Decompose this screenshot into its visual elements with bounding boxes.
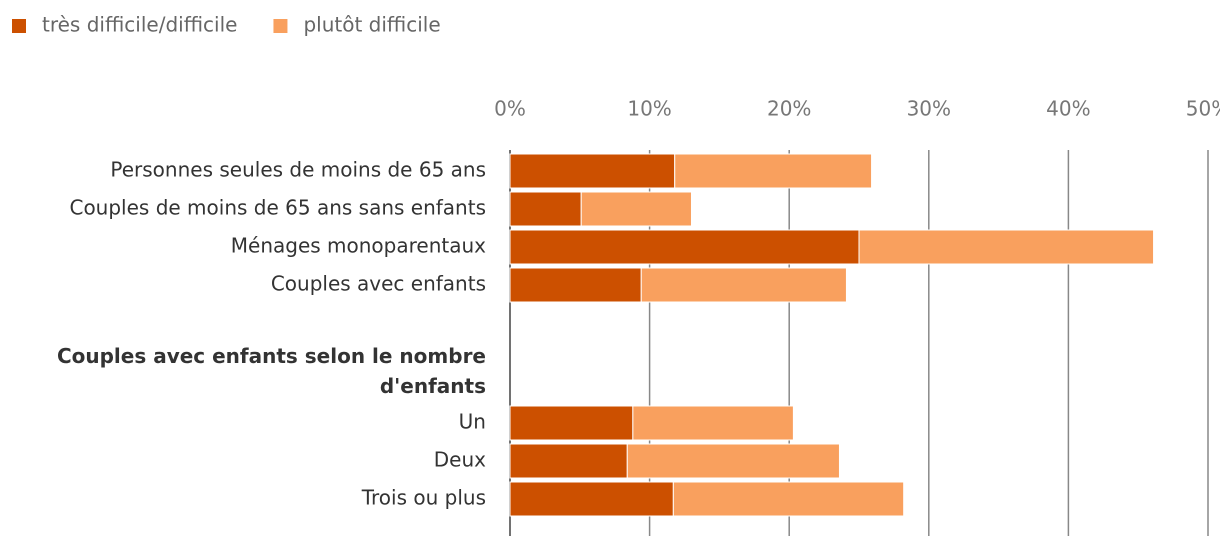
x-tick-label: 30% <box>907 97 951 121</box>
category-label: Ménages monoparentaux <box>231 234 486 258</box>
x-tick-label: 40% <box>1046 97 1090 121</box>
bar-segment <box>580 191 692 227</box>
bar-segment <box>509 443 628 479</box>
category-label: Trois ou plus <box>361 486 486 510</box>
bar-segment <box>509 191 582 227</box>
category-label: Couples avec enfants <box>271 272 486 296</box>
bar-segment <box>509 405 634 441</box>
category-label: Couples de moins de 65 ans sans enfants <box>69 196 486 220</box>
bar-segment <box>626 443 840 479</box>
x-tick-label: 10% <box>627 97 671 121</box>
x-tick-label: 0% <box>494 97 526 121</box>
x-tick-label: 20% <box>767 97 811 121</box>
x-tick-label: 50% <box>1186 97 1220 121</box>
category-label: Personnes seules de moins de 65 ans <box>110 158 486 182</box>
legend-label: très difficile/difficile <box>42 13 237 37</box>
group-header: Couples avec enfants selon le nombre d'en… <box>57 344 486 398</box>
category-label: Deux <box>434 448 486 472</box>
bar-segment <box>858 229 1155 265</box>
bar-segment <box>640 267 847 303</box>
bar-segment <box>509 267 642 303</box>
bar-segment <box>509 481 674 517</box>
bar-segment <box>509 153 676 189</box>
legend-swatch <box>273 19 288 33</box>
bar-segment <box>632 405 794 441</box>
bar-segment <box>509 229 860 265</box>
bar-segment <box>672 481 905 517</box>
bar-segment <box>674 153 873 189</box>
legend-swatch <box>12 19 26 33</box>
legend-label: plutôt difficile <box>303 13 440 37</box>
category-label: Un <box>459 410 486 434</box>
